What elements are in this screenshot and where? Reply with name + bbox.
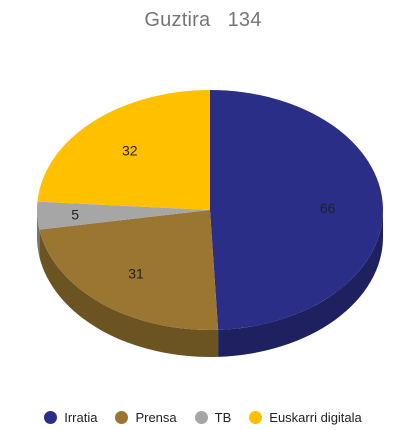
- legend-swatch: [44, 411, 58, 424]
- data-label-prensa: 31: [128, 265, 144, 281]
- legend-swatch: [249, 411, 263, 424]
- legend-swatch: [194, 411, 208, 424]
- pie-side-irratia: [218, 210, 383, 357]
- chart-legend: Irratia Prensa TB Euskarri digitala: [0, 410, 406, 425]
- pie-slice-euskarri-digitala: [37, 90, 210, 210]
- legend-label: Irratia: [64, 410, 98, 425]
- data-label-tb: 5: [71, 206, 79, 222]
- data-label-euskarri-digitala: 32: [122, 142, 138, 158]
- legend-label: TB: [214, 410, 232, 425]
- pie-slice-tb: [36, 201, 210, 230]
- legend-swatch: [115, 411, 129, 424]
- chart-total: 134: [227, 9, 262, 31]
- legend-item-tb: TB: [194, 410, 232, 425]
- pie-slice-irratia: [210, 90, 383, 330]
- pie-side-prensa: [39, 229, 219, 357]
- chart-title-text: Guztira: [144, 9, 211, 31]
- pie-labels: 66 31 5 32: [71, 142, 335, 281]
- pie-side-tb: [37, 210, 40, 257]
- legend-item-prensa: Prensa: [115, 410, 177, 425]
- legend-label: Euskarri digitala: [269, 410, 362, 425]
- pie-tops: [36, 90, 383, 330]
- chart-title: Guztira 134: [0, 9, 406, 32]
- pie-slice-prensa: [39, 210, 219, 330]
- legend-item-euskarri-digitala: Euskarri digitala: [249, 410, 362, 425]
- legend-item-irratia: Irratia: [44, 410, 97, 425]
- pie-sides: [37, 210, 383, 357]
- data-label-irratia: 66: [320, 200, 336, 216]
- legend-label: Prensa: [135, 410, 177, 425]
